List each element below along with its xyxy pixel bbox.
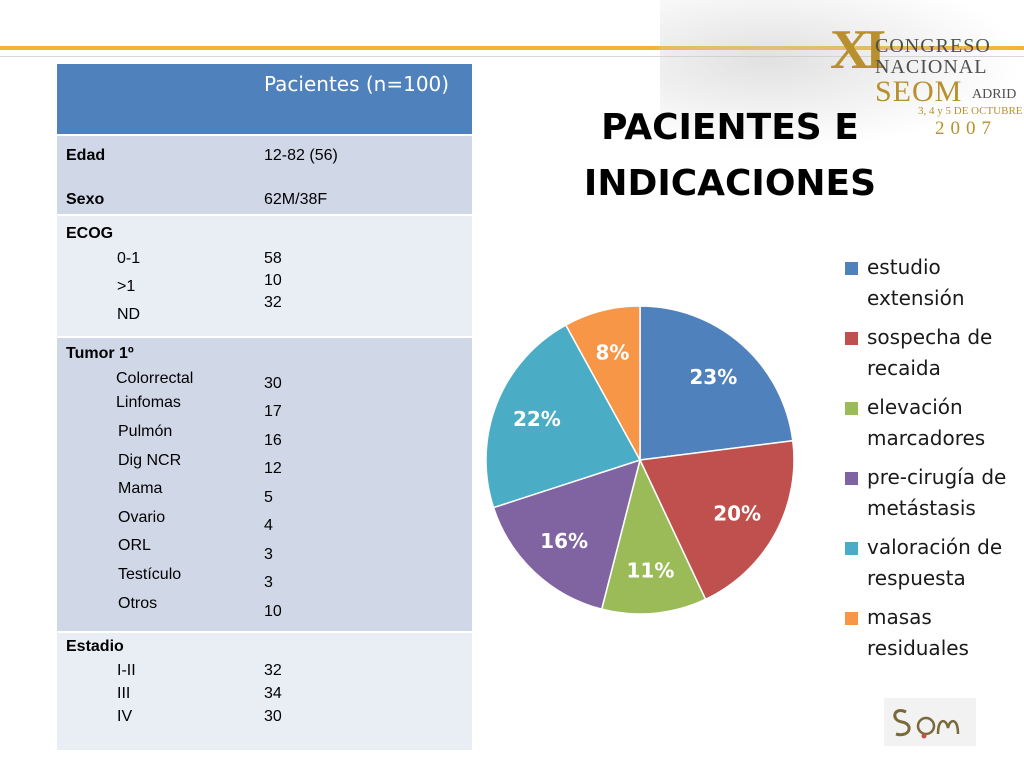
legend-swatch: [845, 262, 858, 275]
tumor-sub-value: 4: [264, 517, 273, 534]
legend-item: masas residuales: [845, 602, 1020, 672]
tumor-sub-label: Otros: [118, 595, 158, 612]
edad-value: 12-82 (56): [264, 147, 338, 164]
estadio-label: Estadio: [66, 638, 124, 655]
legend-label: sospecha de recaida: [867, 325, 993, 380]
ecog-sub-label: >1: [117, 278, 136, 295]
legend-swatch: [845, 472, 858, 485]
congress-logo-background: [660, 0, 1024, 150]
edad-label: Edad: [66, 147, 106, 164]
estadio-sub-label: I-II: [117, 662, 136, 679]
estadio-sub-value: 34: [264, 685, 282, 702]
table-row-tumor: Tumor 1º Colorrectal Linfomas Pulmón Dig…: [57, 338, 472, 633]
tumor-sub-value: 10: [264, 603, 282, 620]
pie-slice: [638, 439, 795, 601]
table-row-edad-sexo: Edad 12-82 (56) Sexo 62M/38F: [57, 136, 472, 216]
indications-pie-chart: 23% 20% 11% 16% 22% 8%: [485, 305, 795, 615]
pie-slice-label: 20%: [713, 501, 761, 525]
tumor-sub-value: 17: [264, 403, 282, 420]
legend-label: valoración de respuesta: [867, 535, 1003, 590]
header-accent-line: [0, 46, 1024, 50]
congress-year: 2007: [935, 118, 997, 139]
pie-slice: [485, 324, 642, 509]
sexo-label: Sexo: [66, 191, 105, 208]
legend-swatch: [845, 402, 858, 415]
legend-label: masas residuales: [867, 605, 969, 660]
slide-title: PACIENTES E INDICACIONES: [583, 107, 877, 204]
ecog-sub-value: 32: [264, 294, 282, 311]
pie-slice-label: 23%: [689, 365, 737, 389]
legend-item: valoración de respuesta: [845, 532, 1020, 602]
tumor-sub-value: 16: [264, 432, 282, 449]
pie-slice: [564, 305, 641, 461]
table-header-row: Pacientes (n=100): [57, 64, 472, 136]
tumor-sub-value: 12: [264, 460, 282, 477]
chart-legend: estudio extensión sospecha de recaida elev…: [845, 252, 1020, 672]
tumor-sub-value: 5: [264, 489, 273, 506]
legend-item: estudio extensión: [845, 252, 1020, 322]
pie-slice-label: 8%: [595, 341, 629, 365]
seom-logo: [884, 698, 976, 746]
congress-brand: SEOM: [875, 75, 963, 108]
tumor-sub-label: Ovario: [118, 509, 166, 526]
seom-logo-mark: [893, 709, 960, 739]
pie-slice: [600, 457, 707, 615]
legend-label: elevación marcadores: [867, 395, 986, 450]
tumor-sub-label: Colorrectal: [116, 370, 194, 387]
header-divider: [0, 56, 1024, 57]
legend-label: pre-cirugía de metástasis: [867, 465, 1007, 520]
legend-label: estudio extensión: [867, 255, 965, 310]
table-header-label: Pacientes (n=100): [264, 72, 450, 96]
estadio-sub-label: III: [117, 685, 131, 702]
pie-slice: [639, 305, 794, 461]
table-row-ecog: ECOG 0-1 >1 ND 58 10 32: [57, 216, 472, 338]
tumor-sub-label: Mama: [118, 480, 163, 497]
ecog-sub-value: 10: [264, 272, 282, 289]
estadio-sub-value: 32: [264, 662, 282, 679]
pie-slice-label: 11%: [626, 558, 674, 582]
legend-item: pre-cirugía de metástasis: [845, 462, 1020, 532]
congress-line2: NACIONAL: [875, 56, 988, 78]
tumor-sub-label: ORL: [118, 537, 151, 554]
pie-slice-label: 22%: [513, 407, 561, 431]
legend-item: elevación marcadores: [845, 392, 1020, 462]
patients-table: Pacientes (n=100) Edad 12-82 (56) Sexo 6…: [57, 64, 472, 750]
ecog-label: ECOG: [66, 225, 114, 242]
ecog-sub-value: 58: [264, 250, 282, 267]
legend-item: sospecha de recaida: [845, 322, 1020, 392]
estadio-sub-value: 30: [264, 708, 282, 725]
tumor-sub-value: 30: [264, 375, 282, 392]
estadio-sub-label: IV: [117, 708, 133, 725]
legend-swatch: [845, 332, 858, 345]
tumor-sub-value: 3: [264, 574, 273, 591]
congress-line1: CONGRESO: [875, 35, 991, 57]
sexo-value: 62M/38F: [264, 191, 328, 208]
ecog-sub-label: 0-1: [117, 250, 141, 267]
legend-swatch: [845, 542, 858, 555]
pie-slice: [492, 458, 642, 611]
pie-slice-label: 16%: [540, 529, 588, 553]
congress-logo: XI CONGRESO NACIONAL SEOM ADRID 3, 4 y 5…: [660, 0, 1024, 150]
tumor-sub-label: Pulmón: [118, 423, 173, 440]
tumor-sub-label: Dig NCR: [118, 452, 182, 469]
tumor-sub-label: Linfomas: [116, 394, 181, 411]
congress-dates: 3, 4 y 5 DE OCTUBRE: [918, 105, 1023, 117]
congress-city: ADRID: [972, 87, 1017, 102]
table-row-estadio: Estadio I-II III IV 32 34 30: [57, 633, 472, 750]
ecog-sub-label: ND: [117, 306, 141, 323]
legend-swatch: [845, 612, 858, 625]
tumor-sub-label: Testículo: [118, 566, 182, 583]
congress-numeral: XI: [830, 19, 886, 81]
tumor-label: Tumor 1º: [66, 345, 134, 362]
tumor-sub-value: 3: [264, 546, 273, 563]
